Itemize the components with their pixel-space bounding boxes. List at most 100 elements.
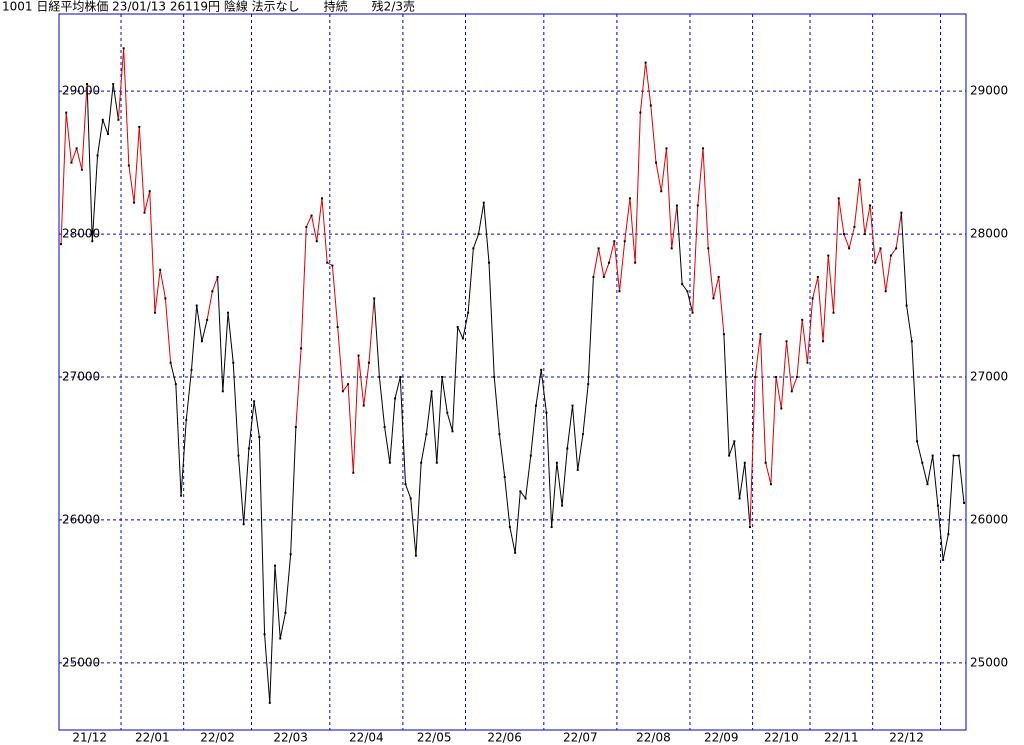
x-tick-label: 22/04 bbox=[349, 731, 384, 745]
price-point bbox=[451, 430, 454, 433]
price-segment bbox=[462, 312, 469, 339]
price-segment bbox=[879, 248, 887, 292]
price-segment bbox=[707, 248, 714, 299]
price-point bbox=[618, 290, 621, 293]
price-point bbox=[409, 497, 412, 500]
price-point bbox=[294, 426, 297, 429]
price-point bbox=[707, 247, 710, 250]
price-point bbox=[534, 404, 537, 407]
price-segment bbox=[91, 155, 99, 242]
price-point bbox=[733, 440, 736, 443]
price-point bbox=[775, 376, 778, 379]
y-tick-label: 25000 bbox=[62, 655, 100, 669]
price-segment bbox=[384, 426, 391, 463]
price-point bbox=[488, 261, 491, 264]
price-point bbox=[289, 553, 292, 556]
price-point bbox=[936, 504, 939, 507]
price-segment bbox=[603, 262, 610, 278]
price-segment bbox=[822, 255, 829, 342]
price-segment bbox=[947, 455, 955, 535]
price-point bbox=[545, 411, 548, 414]
price-point bbox=[790, 390, 793, 393]
price-point bbox=[581, 433, 584, 436]
price-point bbox=[905, 304, 908, 307]
price-point bbox=[247, 447, 250, 450]
price-point bbox=[722, 333, 725, 336]
price-point bbox=[884, 290, 887, 293]
price-point bbox=[665, 147, 668, 150]
price-point bbox=[503, 476, 506, 479]
price-segment bbox=[660, 148, 667, 192]
price-segment bbox=[572, 405, 579, 470]
price-segment bbox=[378, 376, 386, 428]
price-point bbox=[164, 297, 167, 300]
price-segment bbox=[243, 448, 250, 525]
price-segment bbox=[519, 491, 526, 499]
price-segment bbox=[488, 262, 495, 378]
price-segment bbox=[629, 198, 636, 263]
price-segment bbox=[885, 255, 892, 292]
price-point bbox=[644, 61, 647, 64]
price-segment bbox=[906, 305, 913, 342]
price-point bbox=[127, 164, 130, 167]
price-point bbox=[696, 204, 699, 207]
price-segment bbox=[368, 298, 375, 363]
price-point bbox=[785, 340, 788, 343]
price-segment bbox=[149, 191, 156, 313]
price-segment bbox=[300, 226, 307, 349]
price-point bbox=[634, 261, 637, 264]
y-tick-label-right: 26000 bbox=[970, 512, 1008, 526]
price-segment bbox=[556, 462, 563, 506]
price-point bbox=[430, 390, 433, 393]
price-segment bbox=[498, 434, 506, 478]
price-segment bbox=[770, 376, 777, 485]
price-point bbox=[106, 133, 109, 136]
price-segment bbox=[321, 198, 328, 263]
price-point bbox=[122, 47, 125, 50]
x-tick-label: 22/01 bbox=[135, 731, 170, 745]
price-segment bbox=[394, 376, 401, 399]
price-point bbox=[942, 558, 945, 561]
price-segment bbox=[582, 384, 589, 435]
price-segment bbox=[900, 212, 908, 306]
price-segment bbox=[358, 355, 365, 406]
price-point bbox=[336, 325, 339, 328]
price-segment bbox=[619, 241, 626, 292]
chart-title: 1001 日経平均株価 23/01/13 26119円 陰線 法示なし 持続 残… bbox=[2, 0, 415, 14]
price-point bbox=[75, 147, 78, 150]
price-segment bbox=[566, 405, 574, 449]
price-segment bbox=[97, 119, 104, 156]
price-segment bbox=[577, 434, 584, 470]
x-tick-label: 22/11 bbox=[824, 731, 859, 745]
price-segment bbox=[274, 565, 281, 639]
price-point bbox=[910, 340, 913, 343]
y-tick-label: 27000 bbox=[62, 370, 100, 384]
price-segment bbox=[232, 362, 239, 456]
price-segment bbox=[859, 179, 866, 235]
price-segment bbox=[467, 248, 474, 313]
price-point bbox=[811, 297, 814, 300]
price-segment bbox=[144, 191, 151, 213]
price-point bbox=[315, 240, 318, 243]
price-segment bbox=[796, 319, 803, 378]
price-point bbox=[691, 311, 694, 314]
price-point bbox=[190, 368, 193, 371]
price-point bbox=[827, 254, 830, 257]
price-segment bbox=[337, 326, 344, 392]
price-segment bbox=[478, 202, 485, 235]
price-segment bbox=[295, 348, 302, 428]
price-segment bbox=[744, 462, 751, 528]
price-point bbox=[780, 407, 783, 410]
price-point bbox=[540, 368, 543, 371]
price-segment bbox=[264, 634, 271, 703]
price-point bbox=[931, 454, 934, 457]
price-segment bbox=[128, 165, 135, 203]
price-point bbox=[759, 333, 762, 336]
price-segment bbox=[170, 362, 177, 385]
y-tick-label-right: 29000 bbox=[970, 84, 1008, 98]
price-point bbox=[91, 240, 94, 243]
price-point bbox=[681, 283, 684, 286]
price-segment bbox=[154, 269, 161, 313]
price-point bbox=[352, 471, 355, 474]
